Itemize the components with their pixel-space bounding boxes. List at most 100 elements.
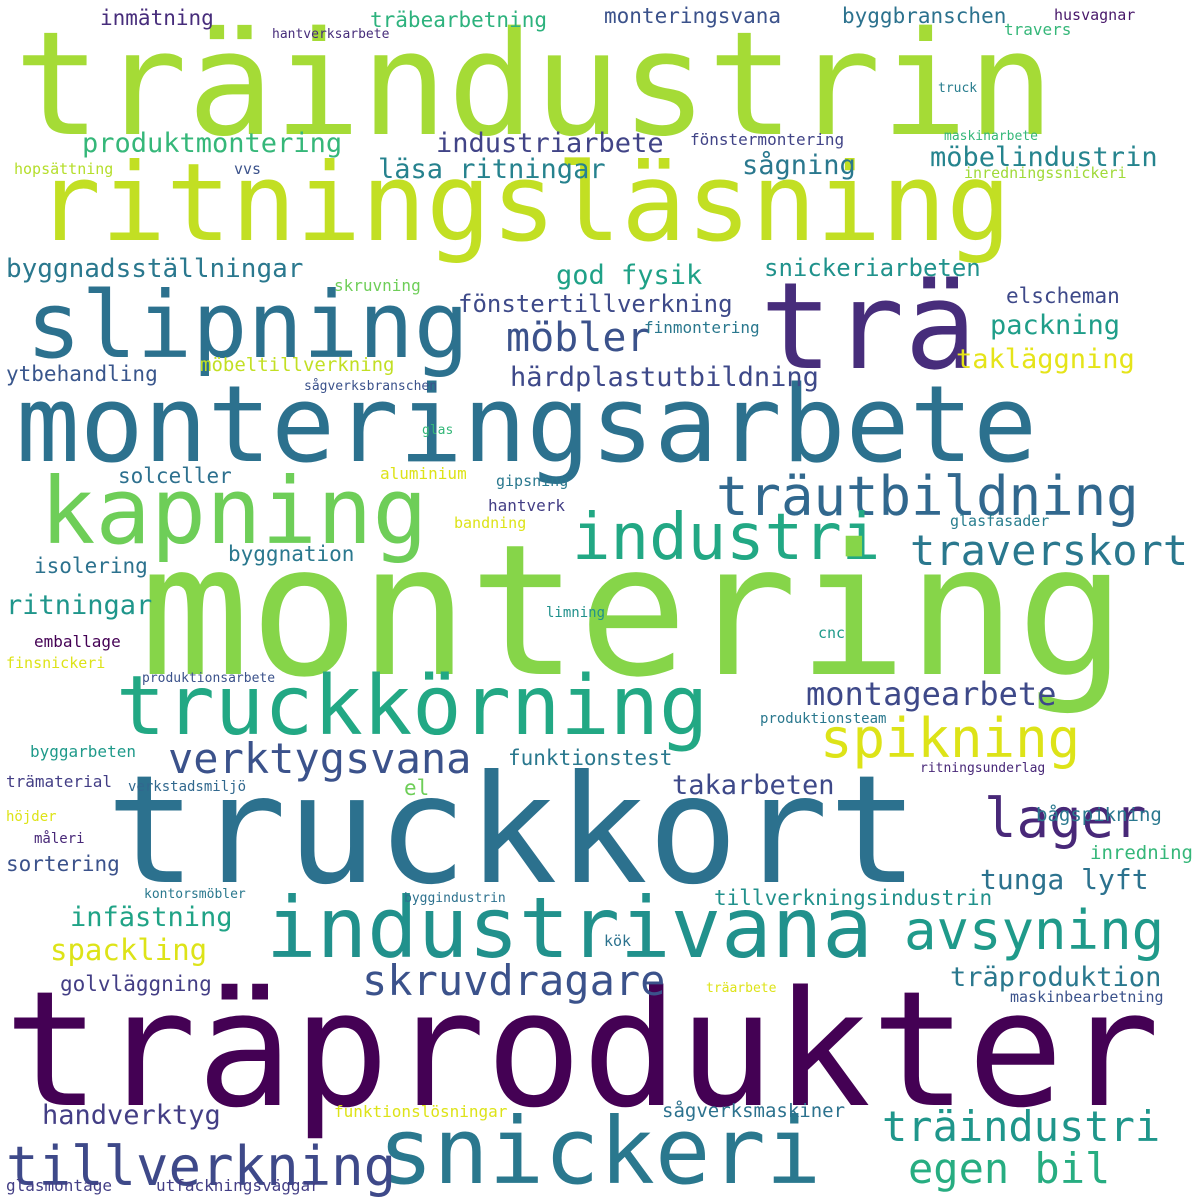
word-golvlaggning: golvläggning <box>60 972 212 996</box>
word-sagning: sågning <box>742 150 856 181</box>
word-monteringsarbete: monteringsarbete <box>16 363 1038 486</box>
word-verkstadsmiljo: verkstadsmiljö <box>128 779 247 795</box>
word-hopsattning: hopsättning <box>14 160 114 178</box>
word-el: el <box>404 776 430 800</box>
word-truck: truck <box>938 81 978 96</box>
word-traindustri: träindustri <box>882 1102 1161 1151</box>
word-skruvning: skruvning <box>334 276 421 295</box>
word-montagearbete: montagearbete <box>806 675 1057 713</box>
word-tramaterial: trämaterial <box>6 772 112 791</box>
word-sagverksbranschen: sågverksbranschen <box>304 379 438 394</box>
word-cnc: cnc <box>818 624 846 642</box>
word-finsnickeri: finsnickeri <box>6 654 106 672</box>
word-glasfasader: glasfasader <box>950 512 1050 530</box>
word-industri: industri <box>572 501 881 575</box>
word-trabearbetning: träbearbetning <box>370 8 548 32</box>
word-ritningsunderlag: ritningsunderlag <box>920 761 1046 776</box>
word-tillverkning: tillverkning <box>6 1135 397 1198</box>
word-maleri: måleri <box>34 831 85 847</box>
word-egen-bil: egen bil <box>908 1144 1111 1193</box>
word-funktionstest: funktionstest <box>508 746 673 770</box>
word-snickeriarbeten: snickeriarbeten <box>764 254 981 282</box>
word-sagverksmaskiner: sågverksmaskiner <box>662 1100 846 1122</box>
word-industrivana: industrivana <box>266 879 873 977</box>
word-god-fysik: god fysik <box>556 260 703 291</box>
word-hantverksarbete: hantverksarbete <box>272 27 390 42</box>
word-tillverkningsindustrin: tillverkningsindustrin <box>714 886 993 910</box>
word-byggarbeten: byggarbeten <box>30 742 136 761</box>
word-utfackningsvaggar: utfackningsväggar <box>156 1176 320 1195</box>
word-byggnation: byggnation <box>228 542 355 566</box>
word-gipsning: gipsning <box>496 472 569 490</box>
word-snickeri: snickeri <box>378 1098 822 1200</box>
word-limning: limning <box>546 605 606 621</box>
word-inredningssnickeri: inredningssnickeri <box>964 164 1127 182</box>
word-travers: travers <box>1004 20 1072 39</box>
word-infastning: infästning <box>70 902 233 933</box>
word-traprodukter: träprodukter <box>4 956 1160 1143</box>
word-husvagnar: husvagnar <box>1054 6 1136 24</box>
word-montering: montering <box>140 505 1127 717</box>
word-ytbehandling: ytbehandling <box>6 362 158 386</box>
word-mobeltillverkning: möbeltillverkning <box>200 354 395 376</box>
word-tunga-lyft: tunga lyft <box>980 863 1149 896</box>
word-aluminium: aluminium <box>380 464 467 483</box>
word-isolering: isolering <box>34 554 148 578</box>
word-kok: kök <box>604 932 632 950</box>
word-kapning: kapning <box>40 458 428 565</box>
word-hantverk: hantverk <box>488 496 566 515</box>
word-ritningslasning: ritningsläsning <box>36 141 1012 266</box>
word-bandning: bandning <box>454 514 527 532</box>
word-byggbranschen: byggbranschen <box>842 4 1007 28</box>
word-skruvdragare: skruvdragare <box>362 956 666 1005</box>
word-ritningar: ritningar <box>6 590 153 621</box>
word-mobelindustrin: möbelindustrin <box>930 142 1158 173</box>
word-produktmontering: produktmontering <box>82 128 343 159</box>
word-emballage: emballage <box>34 632 121 651</box>
word-tra: trä <box>760 258 977 397</box>
word-finmontering: finmontering <box>644 318 760 337</box>
word-funktionslosningar: funktionslösningar <box>334 1102 508 1121</box>
word-trautbildning: träutbildning <box>716 465 1139 528</box>
word-spackling: spackling <box>50 933 208 967</box>
word-handverktyg: handverktyg <box>42 1100 221 1131</box>
word-fonstertillverkning: fönstertillverkning <box>458 290 733 318</box>
word-produktionsteam: produktionsteam <box>760 711 887 727</box>
word-byggindustrin: byggindustrin <box>404 891 506 906</box>
word-spikning: spikning <box>820 707 1081 770</box>
word-traarbete: träarbete <box>706 981 777 996</box>
word-inredning: inredning <box>1090 842 1193 864</box>
word-maskinarbete: maskinarbete <box>944 129 1038 144</box>
word-vvs: vvs <box>234 160 262 178</box>
word-traproduktion: träproduktion <box>950 962 1162 993</box>
word-taklaggning: takläggning <box>956 344 1135 375</box>
word-hardplastutbildning: härdplastutbildning <box>510 362 819 393</box>
word-packning: packning <box>990 310 1121 341</box>
word-bagspikning: bågspikning <box>1036 804 1162 826</box>
word-inmatning: inmätning <box>100 6 214 30</box>
word-traindustrin: träindustrin <box>14 0 1055 168</box>
word-glas: glas <box>422 423 454 438</box>
word-elscheman: elscheman <box>1006 284 1120 308</box>
word-kontorsmobler: kontorsmöbler <box>144 887 246 902</box>
word-fonstermontering: fönstermontering <box>690 130 845 149</box>
word-traverskort: traverskort <box>910 526 1189 575</box>
word-monteringsvana: monteringsvana <box>604 4 782 28</box>
word-slipning: slipning <box>26 272 470 379</box>
word-glasmontage: glasmontage <box>6 1176 112 1195</box>
word-industriarbete: industriarbete <box>436 128 664 159</box>
word-takarbeten: takarbeten <box>672 770 835 801</box>
word-lager: lager <box>984 787 1147 850</box>
word-maskinbearbetning: maskinbearbetning <box>1010 988 1164 1006</box>
word-truckkort: truckkort <box>106 744 919 918</box>
word-sortering: sortering <box>6 852 120 876</box>
word-hojder: höjder <box>6 809 57 825</box>
word-avsyning: avsyning <box>904 899 1165 962</box>
word-produktionsarbete: produktionsarbete <box>142 671 276 686</box>
word-verktygsvana: verktygsvana <box>168 734 472 783</box>
word-truckkorning: truckkörning <box>116 659 709 754</box>
word-solceller: solceller <box>118 464 232 488</box>
word-lasa-ritningar: läsa ritningar <box>378 154 606 185</box>
word-byggnadsstallningar: byggnadsställningar <box>6 254 304 284</box>
